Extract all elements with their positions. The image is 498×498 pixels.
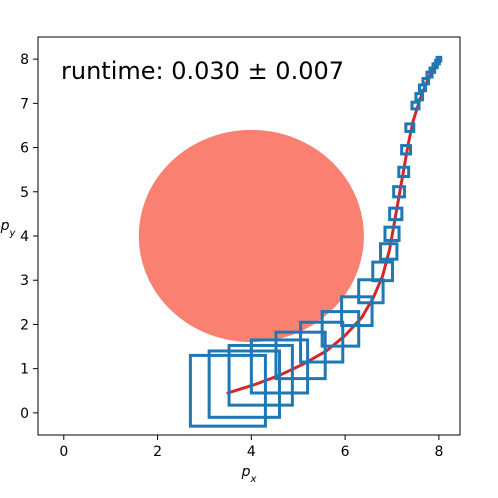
- y-axis-label: py: [0, 218, 16, 239]
- uncertainty-box: [397, 165, 411, 179]
- x-axis-label-sub: x: [249, 474, 256, 485]
- uncertainty-box: [379, 242, 399, 261]
- uncertainty-box: [371, 260, 394, 283]
- uncertainty-box: [340, 295, 374, 328]
- y-axis-label-sub: y: [8, 228, 16, 239]
- x-tick-label: 8: [434, 444, 443, 460]
- x-tick-label: 6: [341, 444, 350, 460]
- uncertainty-box: [400, 144, 413, 156]
- plot-area: [138, 55, 443, 428]
- x-axis-label-base: p: [241, 464, 251, 480]
- uncertainty-box: [207, 349, 281, 419]
- uncertainty-box: [392, 185, 406, 199]
- axis-ticks: 0 2 4 6 8 0 1 2 3 4 5 6 7 8: [20, 52, 443, 460]
- y-tick-label: 2: [20, 317, 29, 333]
- x-tick-label: 2: [153, 444, 162, 460]
- uncertainty-box: [404, 122, 416, 133]
- uncertainty-box: [417, 83, 428, 93]
- uncertainty-box: [414, 92, 424, 102]
- uncertainty-box: [227, 343, 294, 407]
- uncertainty-box: [388, 206, 404, 222]
- y-tick-label: 1: [20, 362, 29, 378]
- uncertainty-box: [249, 338, 310, 395]
- uncertainty-box: [383, 225, 401, 242]
- y-axis-label-base: p: [0, 218, 10, 234]
- y-tick-label: 6: [20, 141, 29, 157]
- y-tick-label: 8: [20, 52, 29, 68]
- y-tick-label: 4: [20, 229, 29, 245]
- uncertainty-box: [410, 100, 421, 111]
- x-tick-label: 0: [59, 444, 68, 460]
- uncertainty-box: [357, 278, 385, 305]
- uncertainty-box: [435, 55, 443, 63]
- runtime-annotation: runtime: 0.030 ± 0.007: [61, 57, 344, 85]
- y-tick-label: 7: [20, 96, 29, 112]
- uncertainty-box: [421, 77, 431, 86]
- obstacle-circle: [138, 129, 364, 343]
- y-tick-label: 0: [20, 406, 29, 422]
- y-tick-label: 5: [20, 185, 29, 201]
- y-tick-label: 3: [20, 273, 29, 289]
- x-axis-label: px: [241, 464, 257, 485]
- x-tick-label: 4: [247, 444, 256, 460]
